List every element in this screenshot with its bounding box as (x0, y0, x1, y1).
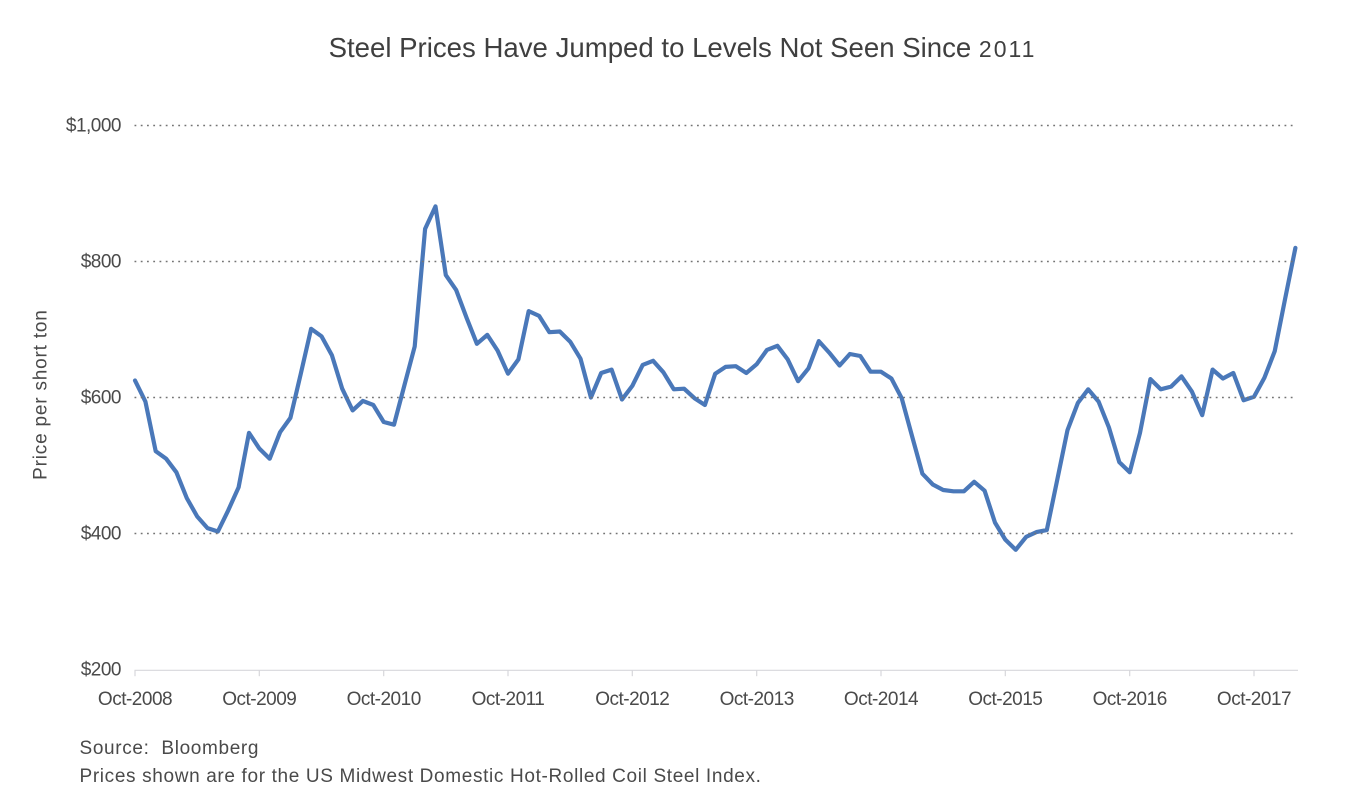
svg-text:Oct-2008: Oct-2008 (98, 689, 172, 710)
svg-text:$800: $800 (81, 252, 121, 273)
svg-text:Oct-2014: Oct-2014 (844, 689, 919, 710)
svg-text:Oct-2013: Oct-2013 (720, 689, 794, 710)
svg-text:Oct-2011: Oct-2011 (472, 689, 545, 710)
svg-text:Price per short ton: Price per short ton (31, 309, 52, 479)
svg-text:Oct-2017: Oct-2017 (1217, 689, 1291, 710)
svg-text:$1,000: $1,000 (66, 116, 121, 137)
svg-text:Source: Bloomberg: Source: Bloomberg (80, 738, 260, 759)
svg-text:Prices shown are for the US Mi: Prices shown are for the US Midwest Dome… (80, 766, 762, 787)
svg-text:Oct-2010: Oct-2010 (347, 689, 421, 710)
svg-text:Oct-2016: Oct-2016 (1093, 689, 1167, 710)
svg-text:$600: $600 (81, 388, 121, 409)
svg-text:$400: $400 (81, 524, 121, 545)
svg-text:Oct-2012: Oct-2012 (595, 689, 669, 710)
svg-text:Steel Prices Have Jumped to Le: Steel Prices Have Jumped to Levels Not S… (329, 32, 1037, 63)
svg-text:Oct-2009: Oct-2009 (222, 689, 296, 710)
svg-text:$200: $200 (81, 660, 121, 681)
svg-text:Oct-2015: Oct-2015 (968, 689, 1042, 710)
